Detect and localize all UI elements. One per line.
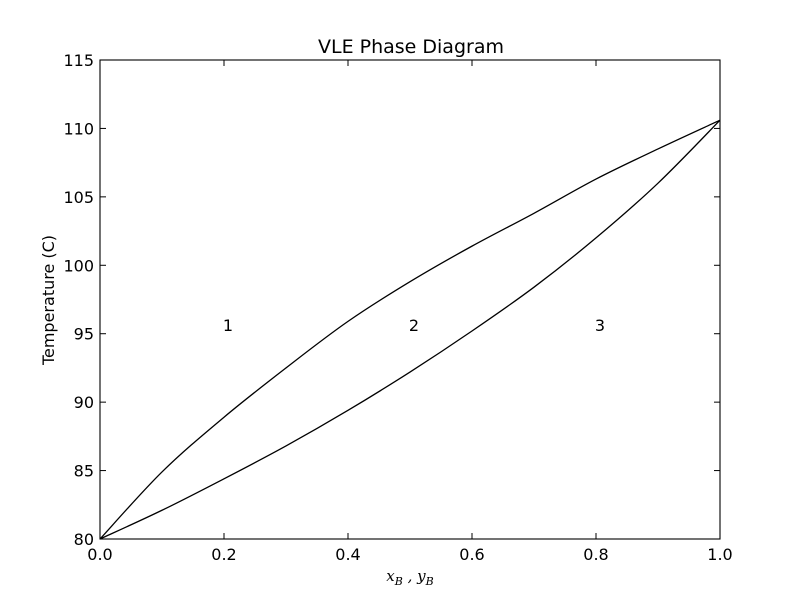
curves [99, 119, 721, 540]
y-tick-label: 95 [74, 325, 94, 344]
region-label-1: 1 [223, 316, 233, 335]
chart-title: VLE Phase Diagram [318, 36, 504, 58]
x-tick-label: 0.0 [87, 545, 112, 564]
y-axis-label: Temperature (C) [39, 235, 58, 366]
dew-point-curve [99, 119, 721, 540]
region-label-2: 2 [409, 316, 419, 335]
x-tick-label: 0.4 [335, 545, 360, 564]
y-tick-label: 105 [63, 188, 94, 207]
y-tick-label: 100 [63, 256, 94, 275]
x-tick-label: 0.2 [211, 545, 236, 564]
x-tick-label: 0.8 [583, 545, 608, 564]
x-tick-label: 1.0 [707, 545, 732, 564]
bubble-point-curve [99, 119, 721, 540]
plot-frame [99, 59, 721, 540]
x-axis-label: xB , yB [386, 567, 433, 588]
x-tick-label: 0.6 [459, 545, 484, 564]
y-tick-label: 80 [74, 530, 94, 549]
y-tick-label: 115 [63, 51, 94, 70]
region-labels: 1 2 3 [223, 316, 605, 335]
region-label-3: 3 [595, 316, 605, 335]
y-tick-label: 90 [74, 393, 94, 412]
y-tick-label: 110 [63, 119, 94, 138]
axis-ticks: 0.0 0.2 0.4 0.6 0.8 1.0 80 85 90 95 100 105 110 115 [63, 51, 732, 564]
y-tick-label: 85 [74, 462, 94, 481]
